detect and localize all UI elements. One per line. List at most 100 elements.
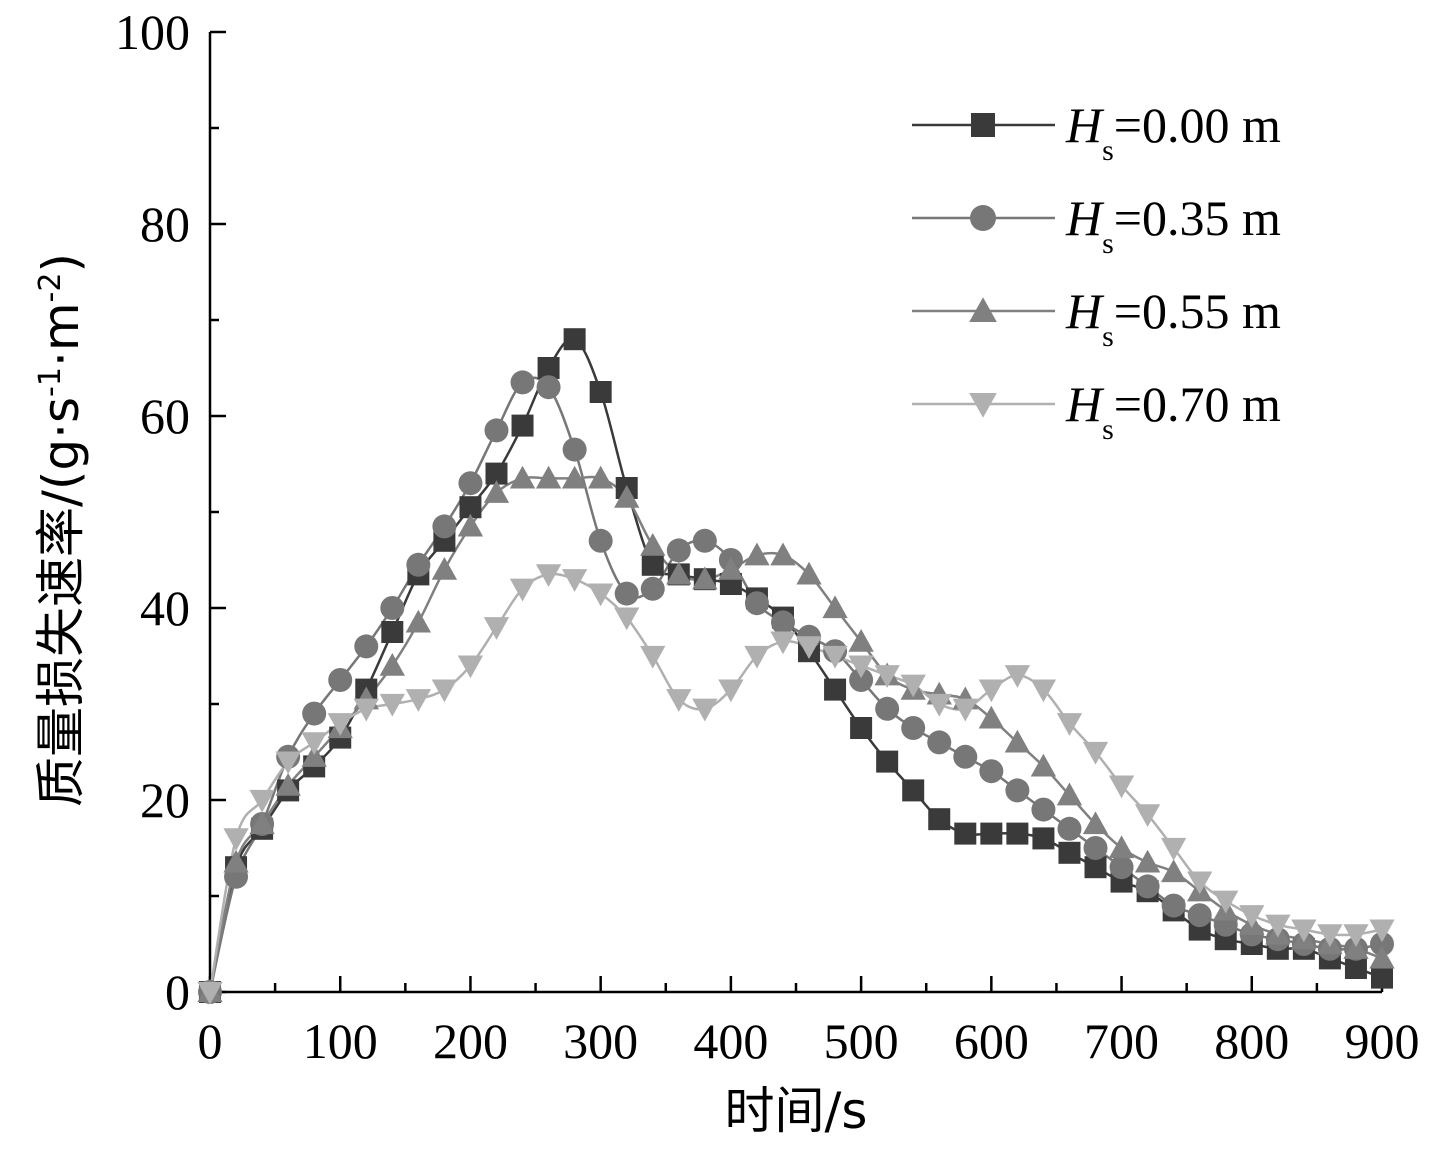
legend-marker — [969, 297, 997, 323]
y-axis-title: 质量损失速率/(g·s-1·m-2) — [32, 253, 90, 807]
x-tick-label: 900 — [1345, 1013, 1420, 1069]
data-point — [666, 538, 691, 563]
legend-label: Hs=0.70 m — [1065, 376, 1281, 446]
data-point — [614, 607, 640, 631]
data-point — [979, 759, 1004, 784]
data-point — [536, 375, 561, 400]
data-point — [978, 679, 1004, 703]
data-point — [1213, 890, 1239, 914]
data-point — [562, 437, 587, 462]
data-point — [537, 357, 560, 379]
y-tick-label: 0 — [165, 964, 190, 1020]
x-tick-label: 100 — [303, 1013, 378, 1069]
data-point — [926, 693, 952, 717]
data-point — [1161, 893, 1186, 918]
data-point — [928, 808, 951, 831]
data-point — [1160, 859, 1187, 883]
data-point — [1004, 729, 1031, 753]
x-axis-title: 时间/s — [725, 1082, 868, 1140]
x-ticks: 0 100 200 300 400 500 600 700 800 900 — [198, 976, 1420, 1069]
legend-label-subscript: s — [1102, 413, 1114, 446]
data-point — [927, 730, 952, 755]
data-point — [535, 465, 562, 489]
data-point — [1084, 856, 1107, 879]
data-point — [431, 556, 458, 580]
data-point — [353, 698, 379, 722]
data-point — [275, 751, 301, 775]
data-point — [1343, 924, 1369, 948]
data-point — [405, 689, 432, 712]
data-point — [249, 789, 275, 813]
x-tick-label: 600 — [954, 1013, 1029, 1069]
legend-label-subscript: s — [1102, 320, 1114, 353]
data-point — [561, 569, 588, 592]
legend-label-value: =0.35 m — [1114, 190, 1281, 246]
legend: Hs=0.00 mHs=0.35 mHs=0.55 mHs=0.70 m — [912, 97, 1281, 446]
x-tick-label: 700 — [1084, 1013, 1159, 1069]
data-point — [953, 744, 978, 769]
data-point — [380, 596, 405, 620]
x-tick-label: 0 — [198, 1013, 223, 1069]
data-point — [1082, 811, 1109, 835]
data-point — [822, 595, 848, 619]
data-point — [1056, 782, 1083, 806]
data-point — [770, 631, 796, 655]
y-axis-title-sup2: -2 — [33, 273, 68, 303]
data-point — [692, 698, 718, 722]
data-point — [301, 732, 327, 756]
data-point — [1370, 932, 1394, 956]
data-point — [1108, 775, 1135, 799]
data-point — [850, 717, 873, 739]
data-point — [459, 496, 482, 519]
data-point — [563, 328, 586, 351]
data-point — [1030, 679, 1057, 703]
data-point — [327, 713, 353, 736]
legend-marker — [971, 113, 995, 137]
data-point — [796, 561, 822, 585]
data-point — [770, 610, 795, 635]
y-tick-label: 40 — [140, 580, 190, 636]
data-point — [640, 532, 666, 556]
data-point — [1317, 924, 1343, 948]
legend-marker — [969, 392, 997, 418]
data-point — [561, 465, 588, 489]
data-point — [848, 655, 874, 679]
data-point — [1005, 778, 1030, 803]
data-point — [509, 465, 536, 489]
data-point — [458, 471, 483, 496]
data-point — [902, 779, 925, 802]
data-point — [1058, 841, 1081, 864]
data-point — [301, 744, 327, 767]
y-tick-label: 20 — [140, 772, 190, 828]
data-point — [1291, 919, 1317, 943]
data-point — [1082, 741, 1109, 765]
data-point — [1006, 822, 1029, 845]
data-point — [1031, 797, 1056, 822]
data-point — [1239, 905, 1265, 928]
series-markers — [197, 564, 1395, 1005]
y-axis-title-sup1: -1 — [33, 367, 68, 397]
data-point — [1371, 966, 1393, 989]
data-point — [379, 652, 405, 676]
data-point — [1083, 836, 1108, 860]
data-point — [744, 645, 770, 669]
data-point — [952, 698, 978, 722]
data-point — [431, 679, 458, 703]
legend-label-symbol: H — [1065, 190, 1105, 246]
data-point — [718, 679, 744, 703]
data-point — [457, 513, 484, 537]
data-point — [589, 381, 612, 403]
data-point — [406, 552, 431, 577]
legend-label-value: =0.00 m — [1114, 97, 1281, 153]
data-point — [954, 822, 977, 845]
data-point — [1109, 855, 1134, 880]
data-point — [980, 822, 1003, 845]
data-point — [1134, 804, 1161, 828]
data-point — [405, 609, 432, 633]
data-point — [354, 634, 379, 659]
data-point — [588, 583, 614, 607]
data-point — [770, 542, 796, 566]
data-point — [510, 370, 535, 395]
data-point — [1344, 957, 1367, 979]
